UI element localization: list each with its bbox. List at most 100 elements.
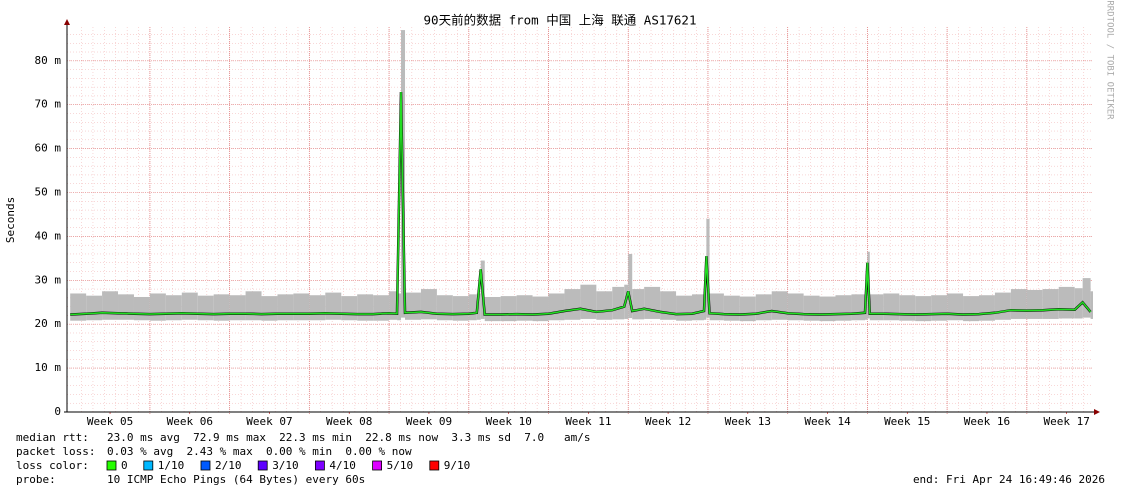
smoke bbox=[197, 295, 214, 321]
smoke bbox=[436, 295, 453, 321]
smoke bbox=[979, 295, 995, 321]
y-axis-label: Seconds bbox=[4, 197, 17, 243]
smoke bbox=[835, 295, 852, 321]
watermark: RRDTOOL / TOBI OETIKER bbox=[1105, 0, 1115, 120]
legend-swatch bbox=[143, 460, 154, 471]
legend-swatch bbox=[372, 460, 383, 471]
x-tick-label: Week 08 bbox=[326, 415, 372, 428]
smoke bbox=[709, 293, 724, 321]
smoke bbox=[1074, 288, 1083, 319]
smoke bbox=[420, 289, 437, 320]
smoke bbox=[676, 295, 693, 321]
smoke bbox=[739, 296, 756, 322]
legend-entry: 1/10 bbox=[158, 459, 185, 472]
x-tick-label: Week 12 bbox=[645, 415, 691, 428]
smoke bbox=[1026, 289, 1043, 319]
smoke bbox=[994, 292, 1011, 320]
smoke bbox=[869, 294, 884, 321]
smoke bbox=[596, 291, 613, 320]
x-tick-label: Week 14 bbox=[804, 415, 851, 428]
legend-swatch bbox=[200, 460, 211, 471]
arrow bbox=[1094, 409, 1100, 415]
smoke bbox=[452, 296, 469, 321]
y-tick-label: 60 m bbox=[35, 142, 62, 155]
smoke bbox=[500, 296, 517, 322]
y-tick-label: 10 m bbox=[35, 361, 62, 374]
stat-text: 23.0 ms avg 72.9 ms max 22.3 ms min 22.8… bbox=[107, 431, 590, 444]
smoke bbox=[261, 296, 278, 321]
stat-text: 0.03 % avg 2.43 % max 0.00 % min 0.00 % … bbox=[107, 445, 412, 458]
y-tick-label: 30 m bbox=[35, 273, 62, 286]
smoke bbox=[118, 294, 134, 320]
smoke bbox=[484, 296, 501, 322]
smoke bbox=[692, 294, 704, 321]
y-tick-label: 0 bbox=[54, 405, 61, 418]
smoke bbox=[771, 291, 788, 320]
smoke bbox=[899, 295, 916, 321]
probe-text: 10 ICMP Echo Pings (64 Bytes) every 60s bbox=[107, 473, 365, 486]
x-tick-label: Week 09 bbox=[406, 415, 452, 428]
y-tick-label: 40 m bbox=[35, 229, 62, 242]
smoke bbox=[468, 294, 477, 321]
smoke bbox=[819, 296, 836, 322]
smoke bbox=[1058, 286, 1075, 319]
y-tick-label: 70 m bbox=[35, 98, 62, 111]
smoke bbox=[277, 294, 294, 321]
smoke bbox=[564, 289, 581, 320]
x-tick-label: Week 05 bbox=[87, 415, 133, 428]
smoke bbox=[883, 293, 900, 321]
stat-label: packet loss: bbox=[16, 445, 95, 458]
x-tick-label: Week 11 bbox=[565, 415, 611, 428]
smoke bbox=[102, 291, 119, 320]
smoke bbox=[1010, 289, 1027, 319]
smoke bbox=[373, 295, 390, 321]
smoke bbox=[644, 286, 661, 319]
smoke bbox=[548, 293, 565, 321]
arrow bbox=[64, 19, 70, 25]
x-tick-label: Week 10 bbox=[485, 415, 531, 428]
y-tick-label: 80 m bbox=[35, 54, 62, 67]
smoke bbox=[149, 293, 166, 321]
smoke bbox=[628, 253, 633, 319]
x-tick-label: Week 16 bbox=[964, 415, 1010, 428]
legend-entry: 5/10 bbox=[387, 459, 414, 472]
legend-label: loss color: bbox=[16, 459, 89, 472]
y-tick-label: 20 m bbox=[35, 317, 62, 330]
x-tick-label: Week 13 bbox=[725, 415, 771, 428]
end-time: end: Fri Apr 24 16:49:46 2026 bbox=[913, 473, 1105, 486]
smoke bbox=[325, 292, 342, 320]
legend-entry: 4/10 bbox=[329, 459, 356, 472]
smoke bbox=[947, 293, 964, 321]
smoke bbox=[309, 295, 326, 321]
legend-entry: 2/10 bbox=[215, 459, 242, 472]
smoke bbox=[516, 295, 533, 321]
smoke bbox=[915, 296, 932, 322]
smoke bbox=[931, 295, 948, 321]
probe-label: probe: bbox=[16, 473, 56, 486]
smoke bbox=[86, 295, 103, 321]
legend-swatch bbox=[257, 460, 268, 471]
smoke bbox=[963, 296, 979, 322]
smoke bbox=[660, 291, 677, 320]
smoke bbox=[181, 292, 198, 320]
smoke bbox=[612, 286, 625, 320]
smoke bbox=[755, 294, 772, 321]
smoke bbox=[397, 293, 402, 321]
x-tick-label: Week 07 bbox=[246, 415, 292, 428]
legend-swatch bbox=[429, 460, 440, 471]
smoke bbox=[245, 291, 262, 321]
smoke bbox=[1082, 278, 1091, 318]
smoke bbox=[293, 293, 310, 321]
x-tick-label: Week 17 bbox=[1044, 415, 1090, 428]
smoke bbox=[476, 293, 481, 320]
legend-entry: 9/10 bbox=[444, 459, 471, 472]
smoke bbox=[1090, 291, 1093, 319]
median-line bbox=[70, 91, 1092, 316]
chart-title: 90天前的数据 from 中国 上海 联通 AS17621 bbox=[424, 13, 697, 28]
legend-swatch bbox=[314, 460, 325, 471]
x-tick-label: Week 15 bbox=[884, 415, 930, 428]
smoke bbox=[229, 295, 246, 321]
smoke bbox=[723, 295, 740, 321]
